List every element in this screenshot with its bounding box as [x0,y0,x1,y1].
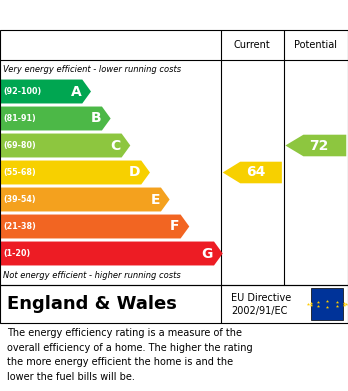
Text: Potential: Potential [294,40,337,50]
Polygon shape [0,188,169,212]
Text: F: F [170,219,180,233]
Text: 72: 72 [310,138,329,152]
Polygon shape [0,106,111,131]
Polygon shape [0,161,150,185]
Bar [311,288,343,320]
Text: Current: Current [234,40,271,50]
Polygon shape [0,134,130,158]
Text: (1-20): (1-20) [3,249,31,258]
Text: (55-68): (55-68) [3,168,36,177]
Text: The energy efficiency rating is a measure of the
overall efficiency of a home. T: The energy efficiency rating is a measur… [7,328,253,382]
Text: Very energy efficient - lower running costs: Very energy efficient - lower running co… [3,65,182,74]
Text: (21-38): (21-38) [3,222,36,231]
Text: England & Wales: England & Wales [7,295,177,313]
Text: D: D [129,165,140,179]
Polygon shape [285,135,346,156]
Polygon shape [0,215,189,239]
Polygon shape [223,162,282,183]
Text: E: E [150,192,160,206]
Text: EU Directive: EU Directive [231,293,292,303]
Text: (92-100): (92-100) [3,87,42,96]
Text: C: C [110,138,120,152]
Text: B: B [90,111,101,126]
Polygon shape [0,242,223,265]
Text: 64: 64 [246,165,266,179]
Text: Energy Efficiency Rating: Energy Efficiency Rating [10,7,220,23]
Text: (81-91): (81-91) [3,114,36,123]
Text: (69-80): (69-80) [3,141,36,150]
Text: A: A [71,84,81,99]
Text: 2002/91/EC: 2002/91/EC [231,306,288,316]
Text: (39-54): (39-54) [3,195,36,204]
Text: Not energy efficient - higher running costs: Not energy efficient - higher running co… [3,271,181,280]
Polygon shape [0,79,91,104]
Text: G: G [201,246,213,260]
